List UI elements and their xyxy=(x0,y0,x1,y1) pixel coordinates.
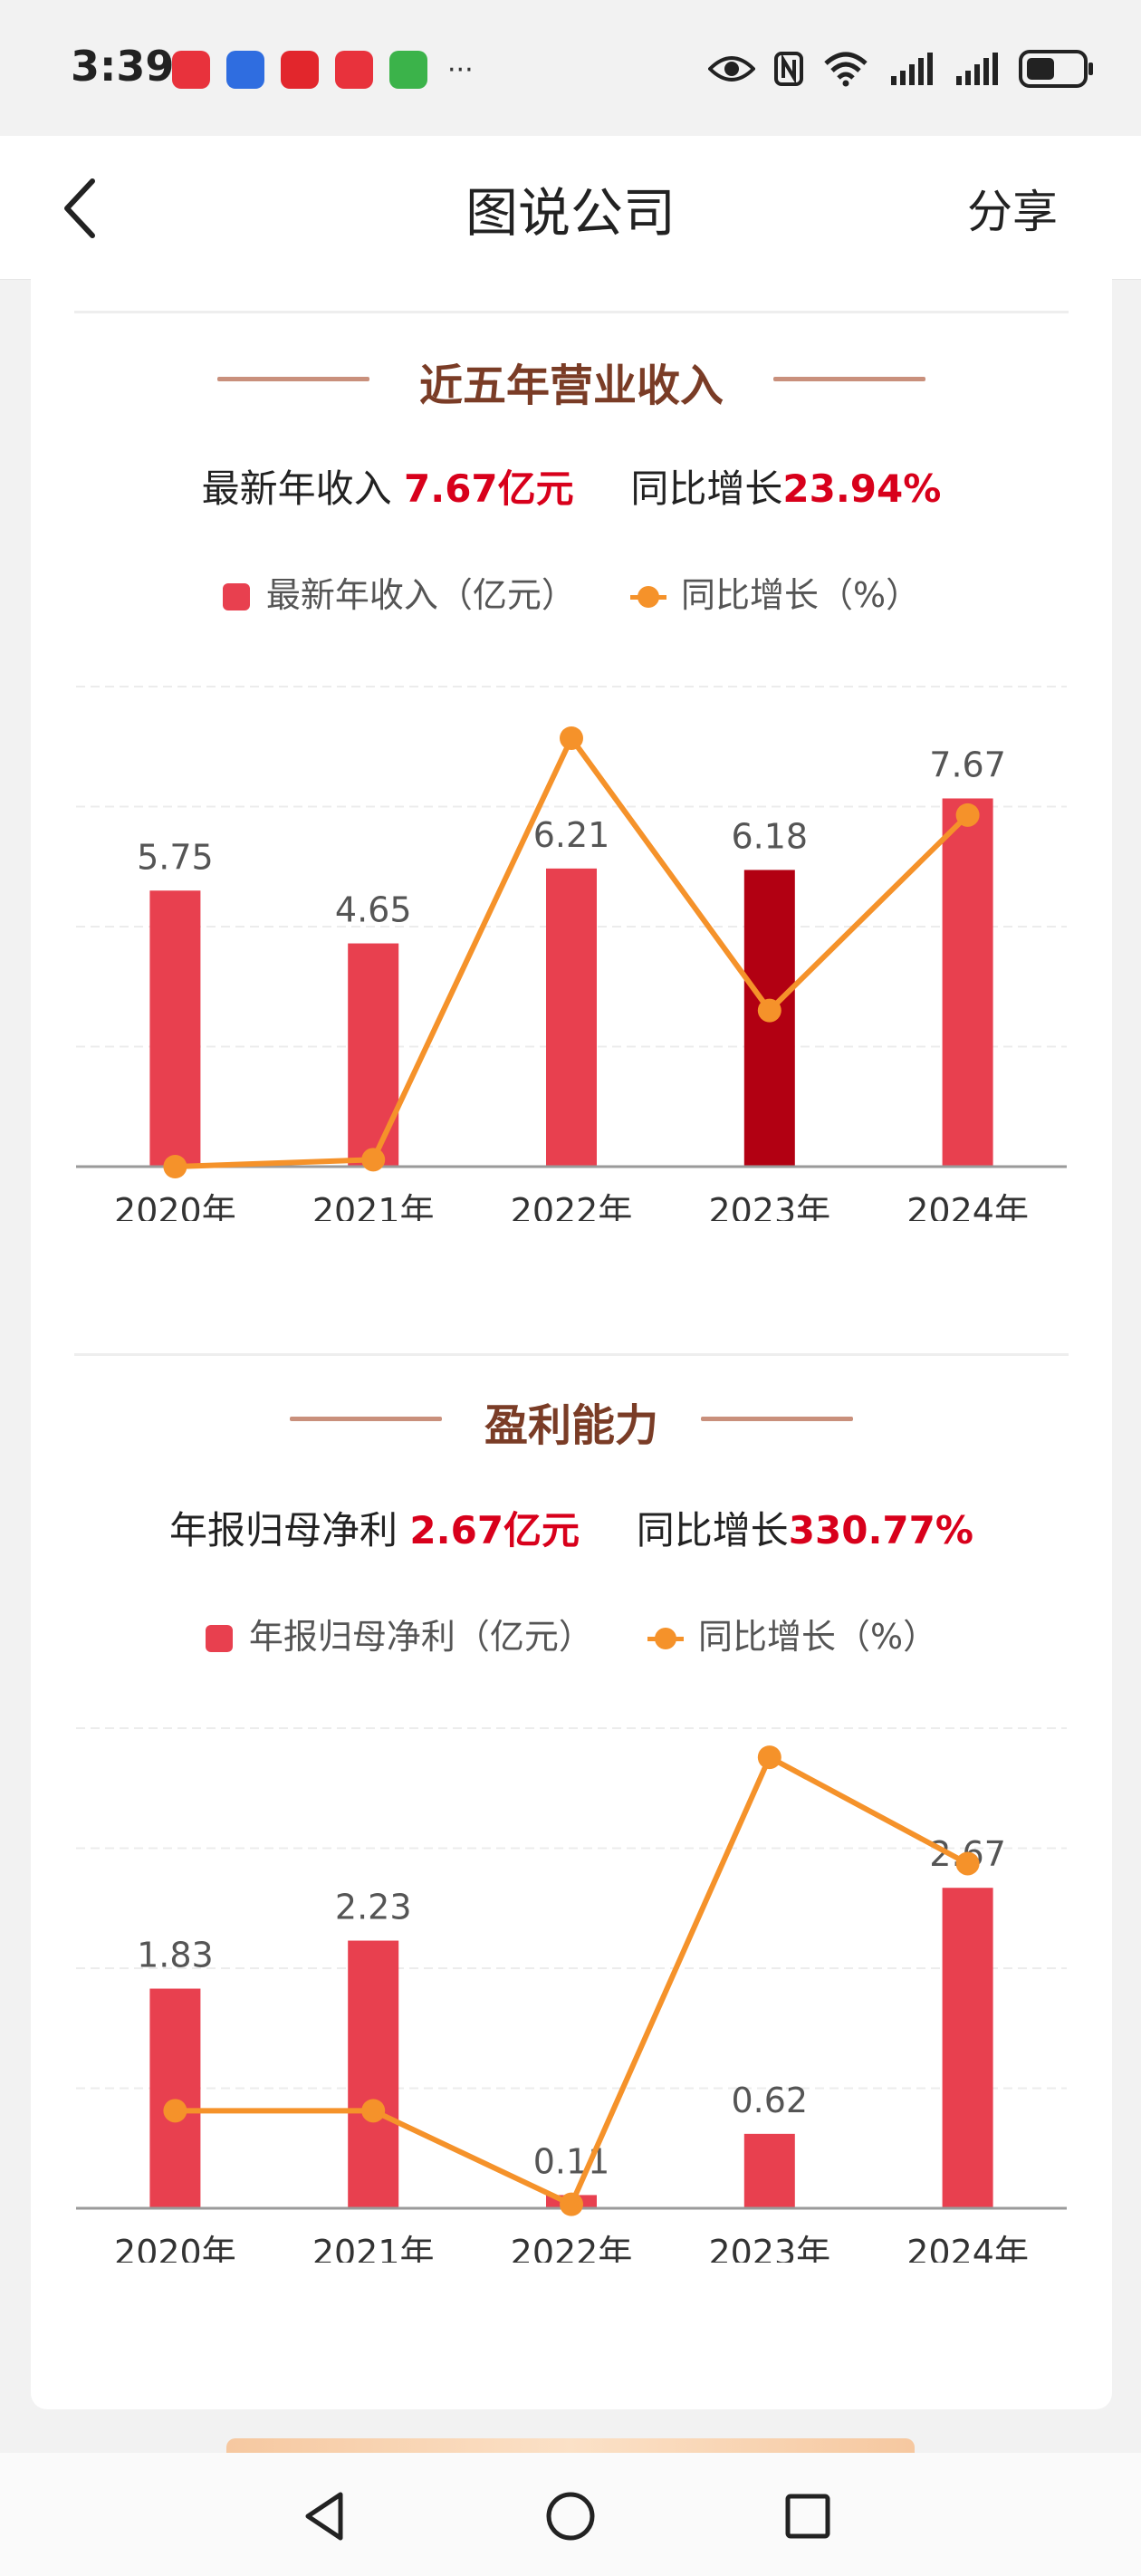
more-notifications-icon: ··· xyxy=(447,53,474,86)
growth-point xyxy=(361,1148,386,1172)
bar-value-label: 1.83 xyxy=(137,1936,214,1975)
legend-line-label: 同比增长（%） xyxy=(681,575,921,615)
title-decor-line xyxy=(217,377,369,381)
page-title: 图说公司 xyxy=(465,182,676,244)
legend-line-swatch xyxy=(647,1625,684,1652)
growth-point xyxy=(955,803,980,827)
eye-icon xyxy=(708,56,755,82)
summary-value: 7.67亿元 xyxy=(404,466,574,511)
nav-back-icon[interactable] xyxy=(299,2489,353,2543)
x-tick-label: 2021年 xyxy=(312,2233,435,2263)
legend-bar-swatch xyxy=(205,1625,233,1652)
growth-point xyxy=(560,2192,583,2216)
battery-icon xyxy=(1019,50,1093,88)
growth-point xyxy=(955,1851,980,1876)
nfc-icon xyxy=(774,52,803,86)
x-tick-label: 2023年 xyxy=(708,2233,830,2263)
bar xyxy=(942,798,993,1167)
status-bar: 3:39 ··· xyxy=(0,0,1141,136)
system-nav-bar xyxy=(0,2453,1141,2576)
legend-line-swatch xyxy=(630,583,666,610)
bar-value-label: 7.67 xyxy=(929,745,1006,784)
video-app-icon xyxy=(281,51,319,89)
profit-legend: 年报归母净利（亿元） 同比增长（%） xyxy=(31,1609,1112,1658)
growth-point xyxy=(361,2099,386,2123)
section-title-revenue: 近五年营业收入 xyxy=(418,360,724,411)
summary-value: 2.67亿元 xyxy=(409,1508,580,1552)
bar-value-label: 2.23 xyxy=(335,1888,412,1927)
x-tick-label: 2022年 xyxy=(511,1191,633,1221)
growth-point xyxy=(757,1745,781,1770)
status-time: 3:39 xyxy=(71,42,175,91)
bar-value-label: 5.75 xyxy=(137,837,214,877)
bar-value-label: 6.21 xyxy=(533,815,610,855)
next-card-peek xyxy=(226,2438,915,2456)
signal-icon xyxy=(891,53,933,85)
bar xyxy=(546,868,597,1167)
bar xyxy=(149,890,201,1167)
revenue-legend: 最新年收入（亿元） 同比增长（%） xyxy=(31,567,1112,617)
legend-line-label: 同比增长（%） xyxy=(698,1617,938,1657)
growth-value: 23.94% xyxy=(782,466,942,511)
legend-bar-swatch xyxy=(222,583,250,610)
signal-icon xyxy=(956,53,998,85)
divider xyxy=(74,311,1069,313)
growth-label: 同比增长 xyxy=(630,466,783,511)
title-decor-line xyxy=(290,1417,442,1421)
legend-bar-label: 最新年收入（亿元） xyxy=(265,575,576,615)
growth-point xyxy=(560,726,583,750)
x-tick-label: 2024年 xyxy=(906,1191,1029,1221)
growth-line xyxy=(175,1754,970,2207)
profit-chart: 1.832.230.110.622.672020年2021年2022年2023年… xyxy=(76,1727,1067,2263)
divider xyxy=(74,1353,1069,1356)
title-decor-line xyxy=(701,1417,853,1421)
content-card: 近五年营业收入 最新年收入 7.67亿元 同比增长23.94% 最新年收入（亿元… xyxy=(31,279,1112,2409)
legend-bar-label: 年报归母净利（亿元） xyxy=(248,1617,593,1657)
bar xyxy=(942,1888,993,2208)
nav-recents-icon[interactable] xyxy=(781,2489,835,2543)
bar xyxy=(149,1988,201,2208)
back-arrow-icon[interactable] xyxy=(54,172,118,245)
bar-value-label: 6.18 xyxy=(731,816,808,856)
notification-icons: ··· xyxy=(172,51,474,89)
share-button[interactable]: 分享 xyxy=(967,186,1058,238)
bar xyxy=(743,2133,795,2208)
section-title-profit: 盈利能力 xyxy=(484,1400,658,1451)
summary-label: 最新年收入 xyxy=(201,466,392,511)
growth-value: 330.77% xyxy=(788,1508,973,1552)
nav-bar: 图说公司 分享 xyxy=(0,136,1141,280)
sim-app-icon xyxy=(389,51,427,89)
summary-label: 年报归母净利 xyxy=(169,1508,398,1552)
app-blue-icon xyxy=(226,51,264,89)
growth-point xyxy=(163,1155,187,1178)
bar-value-label: 4.65 xyxy=(335,890,412,930)
x-tick-label: 2024年 xyxy=(906,2233,1029,2263)
huawei-store-icon xyxy=(172,51,210,89)
system-icons xyxy=(708,49,1096,89)
profit-summary: 年报归母净利 2.67亿元 同比增长330.77% xyxy=(31,1500,1112,1555)
huawei-app-icon xyxy=(335,51,373,89)
growth-point xyxy=(163,2099,187,2123)
x-tick-label: 2023年 xyxy=(708,1191,830,1221)
bar-value-label: 0.62 xyxy=(731,2081,808,2120)
bar xyxy=(348,1940,399,2208)
revenue-chart: 5.75 4.65 6.21 6.18 7.67 2020年 2021年 2022年 2023年… xyxy=(76,686,1067,1221)
x-tick-label: 2020年 xyxy=(114,1191,236,1221)
x-tick-label: 2021年 xyxy=(312,1191,435,1221)
title-decor-line xyxy=(773,377,925,381)
revenue-summary: 最新年收入 7.67亿元 同比增长23.94% xyxy=(31,458,1112,514)
x-tick-label: 2020年 xyxy=(114,2233,236,2263)
nav-home-icon[interactable] xyxy=(543,2489,598,2543)
growth-point xyxy=(757,998,781,1023)
x-tick-label: 2022年 xyxy=(511,2233,633,2263)
growth-label: 同比增长 xyxy=(636,1508,789,1552)
bar xyxy=(348,943,399,1167)
wifi-icon xyxy=(824,52,868,87)
